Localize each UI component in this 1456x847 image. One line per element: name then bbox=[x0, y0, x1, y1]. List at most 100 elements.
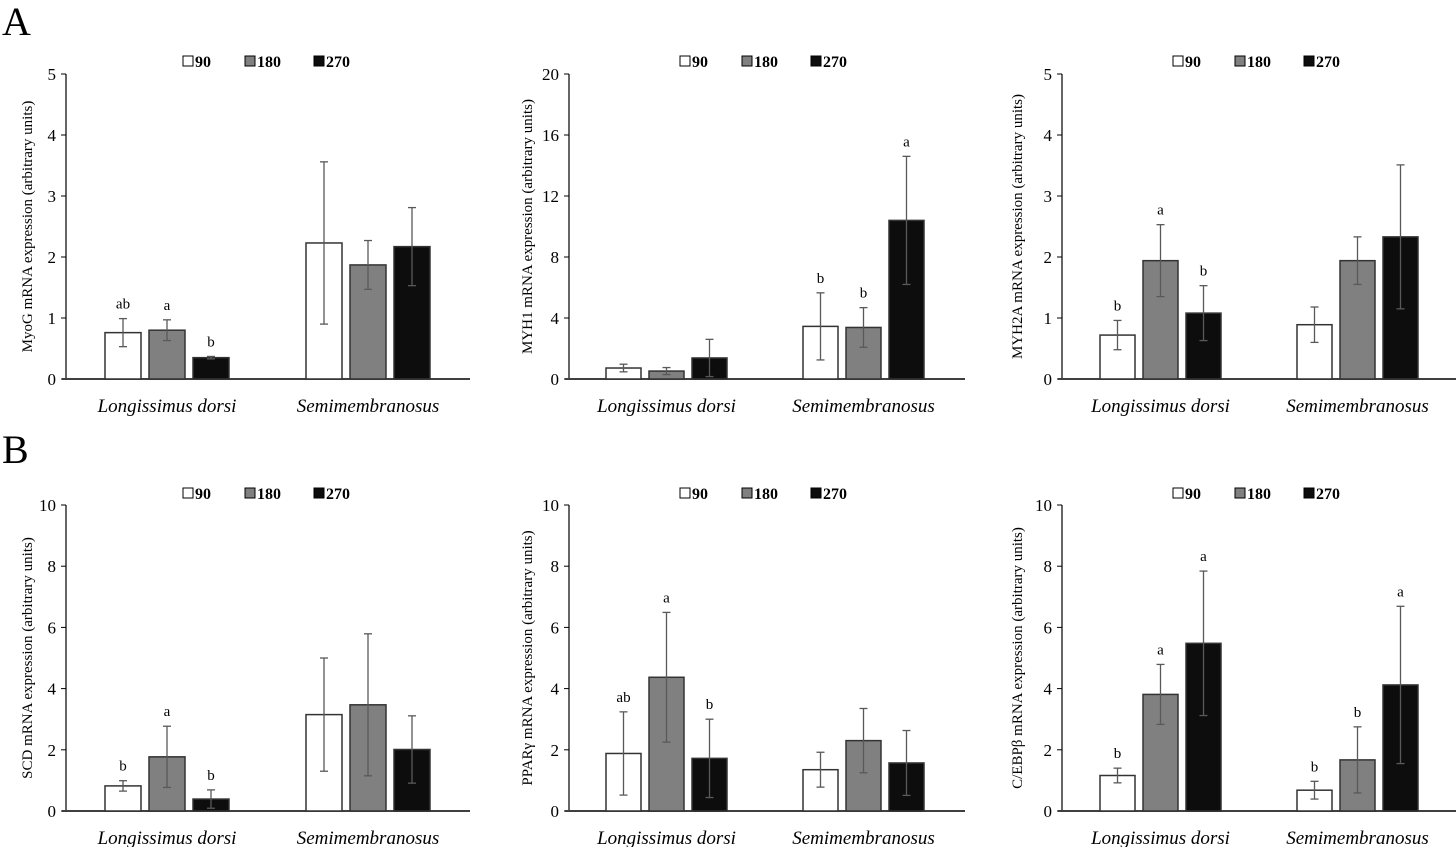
x-category-label-semimembranosus: Semimembranosus bbox=[1286, 828, 1429, 847]
bar-semimembranosus-90 bbox=[1296, 323, 1333, 380]
significance-letter-longissimus-dorsi-180: a bbox=[1157, 203, 1164, 219]
y-axis-label: PPARγ mRNA expression (arbitrary units) bbox=[520, 530, 536, 785]
significance-letter-longissimus-dorsi-270: b bbox=[706, 697, 714, 713]
legend: 90 180 270 bbox=[1172, 486, 1340, 503]
legend-label-180: 180 bbox=[754, 486, 778, 503]
y-axis-label: MYH2A mRNA expression (arbitrary units) bbox=[1010, 94, 1026, 359]
significance-letter-longissimus-dorsi-180: a bbox=[164, 298, 171, 314]
y-tick-label: 2 bbox=[1044, 248, 1053, 267]
y-tick-label: 3 bbox=[1044, 187, 1053, 206]
legend-swatch-270 bbox=[313, 487, 325, 499]
x-category-label-semimembranosus: Semimembranosus bbox=[297, 828, 440, 847]
x-category-label-longissimus-dorsi: Longissimus dorsi bbox=[97, 828, 237, 847]
bar-longissimus-dorsi-180 bbox=[648, 676, 685, 812]
significance-letter-longissimus-dorsi-90: b bbox=[1114, 298, 1122, 314]
x-category-label-longissimus-dorsi: Longissimus dorsi bbox=[596, 828, 736, 847]
y-tick-label: 2 bbox=[1044, 741, 1053, 760]
legend: 90 180 270 bbox=[182, 54, 350, 71]
y-tick-label: 16 bbox=[542, 126, 559, 145]
y-tick-label: 5 bbox=[1044, 65, 1053, 84]
legend-label-180: 180 bbox=[257, 54, 281, 71]
significance-letter-semimembranosus-180: b bbox=[1354, 705, 1362, 721]
legend-swatch-180 bbox=[741, 55, 753, 67]
legend-swatch-90 bbox=[1172, 55, 1184, 67]
panel-letter-b: B bbox=[2, 427, 29, 472]
significance-letter-longissimus-dorsi-90: ab bbox=[116, 297, 130, 313]
legend-swatch-180 bbox=[244, 55, 256, 67]
y-tick-label: 2 bbox=[48, 248, 57, 267]
legend-label-270: 270 bbox=[823, 54, 847, 71]
legend-swatch-270 bbox=[1303, 487, 1315, 499]
y-tick-label: 4 bbox=[551, 680, 560, 699]
significance-letter-longissimus-dorsi-270: b bbox=[1200, 264, 1208, 280]
legend-swatch-90 bbox=[679, 55, 691, 67]
legend-swatch-180 bbox=[741, 487, 753, 499]
legend-swatch-90 bbox=[182, 55, 194, 67]
legend-label-90: 90 bbox=[692, 54, 708, 71]
y-tick-label: 6 bbox=[1044, 618, 1053, 637]
y-tick-label: 2 bbox=[551, 741, 560, 760]
significance-letter-semimembranosus-90: b bbox=[1311, 759, 1319, 775]
legend-swatch-90 bbox=[182, 487, 194, 499]
legend-swatch-180 bbox=[1234, 55, 1246, 67]
scd-chart: 90 180 270 0 2 4 6 8 10 SCD mRNA expression (arbi… bbox=[20, 486, 470, 847]
legend-label-270: 270 bbox=[1316, 486, 1340, 503]
legend-label-90: 90 bbox=[195, 54, 211, 71]
myog-chart: 90 180 270 0 1 2 3 4 5 MyoG mRNA expression (arbi… bbox=[20, 54, 470, 417]
legend: 90 180 270 bbox=[1172, 54, 1340, 71]
legend-label-180: 180 bbox=[754, 54, 778, 71]
legend-swatch-270 bbox=[1303, 55, 1315, 67]
ppar-gamma-chart: 90 180 270 0 2 4 6 8 10 PPARγ mRNA expression (ar… bbox=[520, 486, 965, 847]
x-category-label-longissimus-dorsi: Longissimus dorsi bbox=[1090, 396, 1230, 417]
legend-label-180: 180 bbox=[257, 486, 281, 503]
legend-swatch-270 bbox=[313, 55, 325, 67]
legend-label-90: 90 bbox=[692, 486, 708, 503]
y-tick-label: 4 bbox=[1044, 680, 1053, 699]
y-axis-label: SCD mRNA expression (arbitrary units) bbox=[20, 537, 36, 779]
myh2a-chart: 90 180 270 0 1 2 3 4 5 MYH2A mRNA expression (arb… bbox=[1010, 54, 1456, 417]
x-category-label-semimembranosus: Semimembranosus bbox=[297, 396, 440, 417]
y-tick-label: 20 bbox=[542, 65, 559, 84]
y-tick-label: 8 bbox=[1044, 557, 1053, 576]
legend-label-270: 270 bbox=[823, 486, 847, 503]
bar-longissimus-dorsi-270 bbox=[192, 356, 230, 380]
x-category-label-longissimus-dorsi: Longissimus dorsi bbox=[97, 396, 237, 417]
significance-letter-semimembranosus-90: b bbox=[817, 271, 825, 287]
y-tick-label: 0 bbox=[551, 802, 560, 821]
significance-letter-semimembranosus-180: b bbox=[860, 286, 868, 302]
legend-label-90: 90 bbox=[195, 486, 211, 503]
legend: 90 180 270 bbox=[679, 486, 847, 503]
significance-letter-longissimus-dorsi-90: b bbox=[1114, 746, 1122, 762]
y-tick-label: 10 bbox=[39, 496, 56, 515]
legend-label-180: 180 bbox=[1247, 486, 1271, 503]
legend-swatch-180 bbox=[1234, 487, 1246, 499]
y-tick-label: 6 bbox=[48, 618, 57, 637]
x-category-label-semimembranosus: Semimembranosus bbox=[1286, 396, 1429, 417]
y-tick-label: 8 bbox=[551, 557, 560, 576]
legend-swatch-90 bbox=[679, 487, 691, 499]
significance-letter-longissimus-dorsi-270: b bbox=[207, 768, 215, 784]
y-tick-label: 8 bbox=[551, 248, 560, 267]
y-tick-label: 1 bbox=[1044, 309, 1053, 328]
y-tick-label: 5 bbox=[48, 65, 57, 84]
significance-letter-semimembranosus-270: a bbox=[903, 134, 910, 150]
panel-letter-a: A bbox=[2, 0, 31, 44]
y-tick-label: 0 bbox=[48, 370, 57, 389]
legend-swatch-90 bbox=[1172, 487, 1184, 499]
y-axis-label: C/EBPβ mRNA expression (arbitrary units) bbox=[1010, 527, 1026, 789]
x-category-label-longissimus-dorsi: Longissimus dorsi bbox=[1090, 828, 1230, 847]
y-tick-label: 0 bbox=[551, 370, 560, 389]
legend-label-90: 90 bbox=[1185, 54, 1201, 71]
y-tick-label: 0 bbox=[1044, 370, 1053, 389]
significance-letter-semimembranosus-270: a bbox=[1397, 584, 1404, 600]
y-axis-label: MYH1 mRNA expression (arbitrary units) bbox=[520, 99, 536, 354]
legend: 90 180 270 bbox=[182, 486, 350, 503]
y-axis-label: MyoG mRNA expression (arbitrary units) bbox=[20, 101, 36, 353]
legend: 90 180 270 bbox=[679, 54, 847, 71]
legend-label-180: 180 bbox=[1247, 54, 1271, 71]
y-tick-label: 10 bbox=[1035, 496, 1052, 515]
y-tick-label: 4 bbox=[48, 680, 57, 699]
significance-letter-longissimus-dorsi-270: b bbox=[207, 334, 215, 350]
legend-label-270: 270 bbox=[326, 486, 350, 503]
significance-letter-longissimus-dorsi-180: a bbox=[663, 590, 670, 606]
